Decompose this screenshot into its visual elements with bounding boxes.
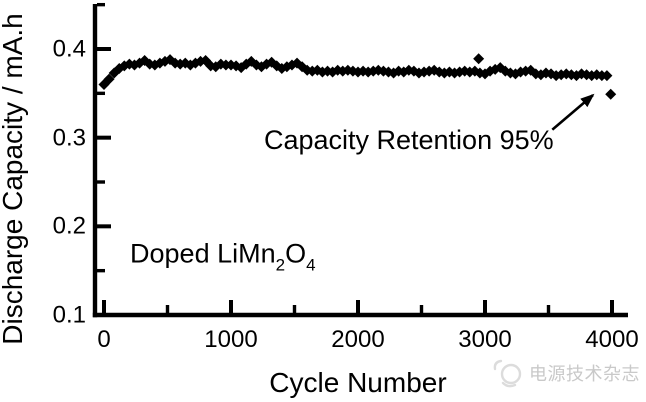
power-source-magazine-logo-icon bbox=[493, 359, 522, 388]
axes bbox=[92, 2, 628, 318]
y-tick-label: 0.3 bbox=[53, 125, 86, 152]
y-axis-title: Discharge Capacity / mA.h bbox=[0, 13, 28, 344]
data-series-doped-limn2o4 bbox=[98, 53, 617, 100]
x-axis-title: Cycle Number bbox=[269, 367, 446, 398]
data-point-diamond bbox=[118, 60, 130, 72]
y-tick-labels: 0.1 0.2 0.3 0.4 bbox=[53, 36, 86, 329]
x-tick-label: 3000 bbox=[458, 326, 511, 353]
annotation-capacity-retention: Capacity Retention 95% bbox=[264, 93, 595, 155]
annotation-arrow bbox=[551, 93, 595, 131]
sample-label-doped-limn2o4: Doped LiMn2O4 bbox=[130, 239, 316, 275]
sample-label-main: O bbox=[285, 239, 306, 269]
y-tick-label: 0.4 bbox=[53, 36, 86, 63]
x-tick-label: 2000 bbox=[331, 326, 384, 353]
data-point-diamond bbox=[601, 70, 613, 82]
x-tick-labels: 0 1000 2000 3000 4000 bbox=[97, 326, 638, 353]
x-tick-label: 4000 bbox=[585, 326, 638, 353]
x-tick-label: 0 bbox=[97, 326, 110, 353]
watermark-text: 电源技术杂志 bbox=[529, 364, 640, 384]
data-point-diamond bbox=[266, 56, 278, 68]
x-tick-label: 1000 bbox=[204, 326, 257, 353]
sample-label-subscript: 2 bbox=[276, 256, 285, 275]
y-tick-label: 0.1 bbox=[53, 302, 86, 329]
y-tick-label: 0.2 bbox=[53, 213, 86, 240]
watermark: 电源技术杂志 bbox=[493, 359, 640, 388]
sample-label-subscript: 4 bbox=[306, 256, 315, 275]
data-point-diamond bbox=[103, 73, 115, 85]
data-point-diamond bbox=[473, 53, 485, 65]
data-point-diamond bbox=[605, 88, 617, 100]
axis-tick-marks bbox=[97, 2, 614, 317]
sample-label-main: Doped LiMn bbox=[130, 239, 276, 269]
capacity-retention-label: Capacity Retention 95% bbox=[264, 125, 554, 155]
data-point-diamond bbox=[504, 67, 516, 79]
